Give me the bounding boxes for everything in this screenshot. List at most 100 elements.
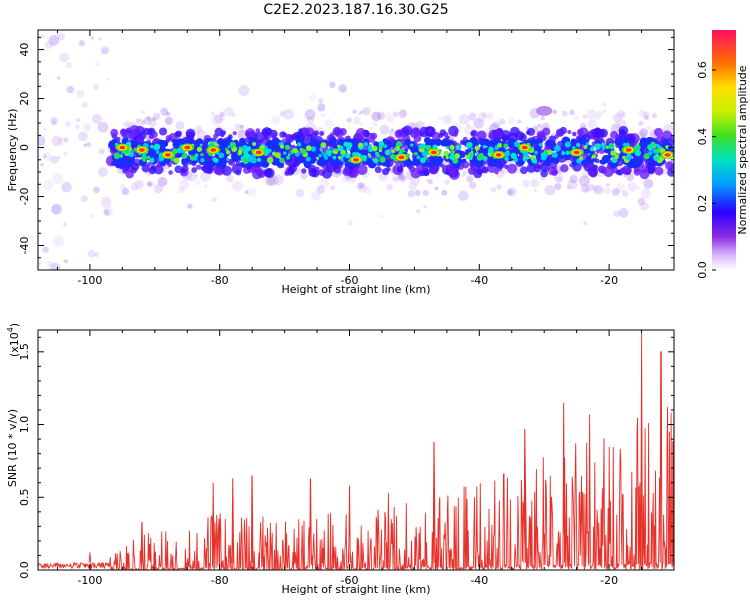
snr-panel: -100 -80 -60 -40 -20 0.0 0.5 1.0 1.5 Height of … bbox=[6, 323, 675, 596]
spectrogram-highlight-blob bbox=[419, 144, 423, 148]
spectrogram-band-blob bbox=[439, 129, 447, 136]
spectrogram-band-blob bbox=[136, 136, 143, 144]
spectrogram-haze-blob bbox=[606, 183, 610, 187]
spectrogram-haze-blob bbox=[363, 185, 372, 194]
spectrogram-haze-blob bbox=[330, 185, 336, 191]
colorbar-tick-label-0: 0.0 bbox=[696, 261, 709, 279]
spectrogram-core-blob bbox=[157, 139, 165, 147]
spectrogram-band-blob bbox=[206, 167, 213, 174]
spectrogram-haze-blob bbox=[390, 128, 394, 132]
spectrogram-haze-blob bbox=[98, 148, 105, 155]
spectrogram-haze-blob bbox=[78, 40, 85, 47]
spectrogram-core-blob bbox=[296, 154, 305, 163]
spectrogram-core-blob bbox=[509, 138, 515, 143]
spectrogram-haze-blob bbox=[533, 188, 537, 193]
spectrogram-band-blob bbox=[119, 128, 128, 137]
spectrogram-highlight-blob bbox=[292, 148, 296, 152]
spectrogram-core-blob bbox=[662, 138, 670, 146]
spectrogram-highlight-blob bbox=[357, 142, 364, 148]
spectrogram-haze-blob bbox=[43, 127, 48, 131]
spectrogram-haze-blob bbox=[75, 117, 81, 123]
spectrogram-highlight-blob bbox=[295, 152, 300, 157]
spectrogram-highlight-blob bbox=[238, 146, 243, 151]
spectrogram-haze-blob bbox=[38, 261, 41, 266]
spectrogram-band-blob bbox=[195, 164, 202, 170]
spectrogram-haze-blob bbox=[89, 214, 94, 218]
spectrogram-core-blob bbox=[329, 137, 338, 145]
spectrogram-core-blob bbox=[490, 160, 497, 167]
spectrogram-highlight-blob bbox=[371, 158, 375, 161]
spectrogram-band-blob bbox=[220, 133, 225, 138]
spectrogram-haze-blob bbox=[507, 187, 517, 197]
spectrogram-x-label: Height of straight line (km) bbox=[281, 283, 430, 296]
spectrogram-haze-blob bbox=[311, 191, 321, 201]
snr-xtick-label-1: -80 bbox=[211, 574, 229, 587]
spectrogram-xtick-label-2: -60 bbox=[341, 274, 359, 287]
spectrogram-band-blob bbox=[110, 128, 119, 137]
spectrogram-haze-blob bbox=[246, 186, 257, 197]
spectrogram-haze-blob bbox=[438, 116, 443, 121]
snr-y-label: SNR (10 * v/v) bbox=[6, 409, 19, 487]
spectrogram-highlight-blob bbox=[320, 142, 327, 148]
spectrogram-haze-blob bbox=[469, 181, 477, 189]
spectrogram-core-blob bbox=[614, 137, 623, 146]
spectrogram-highlight-blob bbox=[284, 144, 290, 151]
colorbar-tick-label-3: 0.6 bbox=[696, 61, 709, 79]
spectrogram-hotspot-core-3 bbox=[184, 145, 191, 150]
spectrogram-highlight-blob bbox=[648, 151, 653, 156]
spectrogram-haze-blob bbox=[78, 131, 88, 142]
spectrogram-highlight-blob bbox=[636, 145, 641, 150]
spectrogram-highlight-blob bbox=[310, 146, 317, 152]
spectrogram-highlight-blob bbox=[466, 141, 473, 148]
spectrogram-haze-blob bbox=[338, 84, 347, 93]
spectrogram-haze-blob bbox=[640, 188, 652, 199]
spectrogram-xtick-label-0: -100 bbox=[77, 274, 102, 287]
spectrogram-band-blob bbox=[506, 163, 517, 174]
spectrogram-core-blob bbox=[545, 139, 553, 146]
spectrogram-band-blob bbox=[667, 168, 674, 177]
spectrogram-haze-blob bbox=[318, 177, 330, 189]
spectrogram-core-blob bbox=[382, 138, 388, 144]
spectrogram-highlight-blob bbox=[153, 143, 161, 150]
spectrogram-highlight-blob bbox=[218, 152, 225, 159]
spectrogram-band-blob bbox=[356, 164, 368, 175]
colorbar-tick-label-1: 0.2 bbox=[696, 195, 709, 213]
spectrogram-haze-blob bbox=[306, 116, 315, 124]
spectrogram-highlight-blob bbox=[626, 142, 630, 147]
spectrogram-highlight-blob bbox=[155, 150, 160, 154]
spectrogram-highlight-blob bbox=[200, 153, 204, 157]
spectrogram-haze-blob bbox=[186, 170, 198, 182]
spectrogram-band-blob bbox=[256, 168, 264, 177]
spectrogram-highlight-blob bbox=[378, 141, 385, 147]
spectrogram-haze-blob bbox=[585, 188, 590, 193]
spectrogram-haze-blob bbox=[427, 178, 433, 185]
spectrogram-haze-blob bbox=[143, 116, 153, 126]
spectrogram-band-blob bbox=[560, 164, 569, 173]
spectrogram-haze-blob bbox=[329, 81, 336, 89]
spectrogram-haze-blob bbox=[468, 112, 477, 121]
spectrogram-haze-blob bbox=[466, 123, 470, 127]
spectrogram-highlight-blob bbox=[149, 158, 155, 164]
spectrogram-band-blob bbox=[588, 169, 596, 177]
spectrogram-haze-blob bbox=[38, 135, 46, 147]
spectrogram-band-blob bbox=[481, 166, 489, 174]
spectrogram-highlight-blob bbox=[653, 155, 657, 159]
spectrogram-haze-blob bbox=[231, 112, 236, 118]
spectrogram-haze-blob bbox=[75, 124, 80, 129]
spectrogram-haze-blob bbox=[146, 181, 152, 187]
spectrogram-haze-blob bbox=[295, 188, 304, 198]
spectrogram-core-blob bbox=[181, 160, 186, 165]
spectrogram-highlight-blob bbox=[575, 142, 581, 148]
spectrogram-haze-blob bbox=[583, 221, 588, 226]
spectrogram-haze-blob bbox=[615, 182, 626, 193]
spectrogram-haze-blob bbox=[86, 142, 92, 148]
spectrogram-haze-blob bbox=[492, 120, 501, 129]
spectrogram-highlight-blob bbox=[543, 149, 547, 153]
spectrogram-band-blob bbox=[572, 131, 577, 137]
spectrogram-highlight-blob bbox=[373, 157, 379, 164]
spectrogram-haze-blob bbox=[496, 184, 502, 190]
spectrogram-highlight-blob bbox=[522, 151, 529, 158]
spectrogram-highlight-blob bbox=[245, 146, 251, 152]
spectrogram-haze-blob bbox=[414, 189, 421, 197]
spectrogram-core-blob bbox=[634, 160, 642, 168]
